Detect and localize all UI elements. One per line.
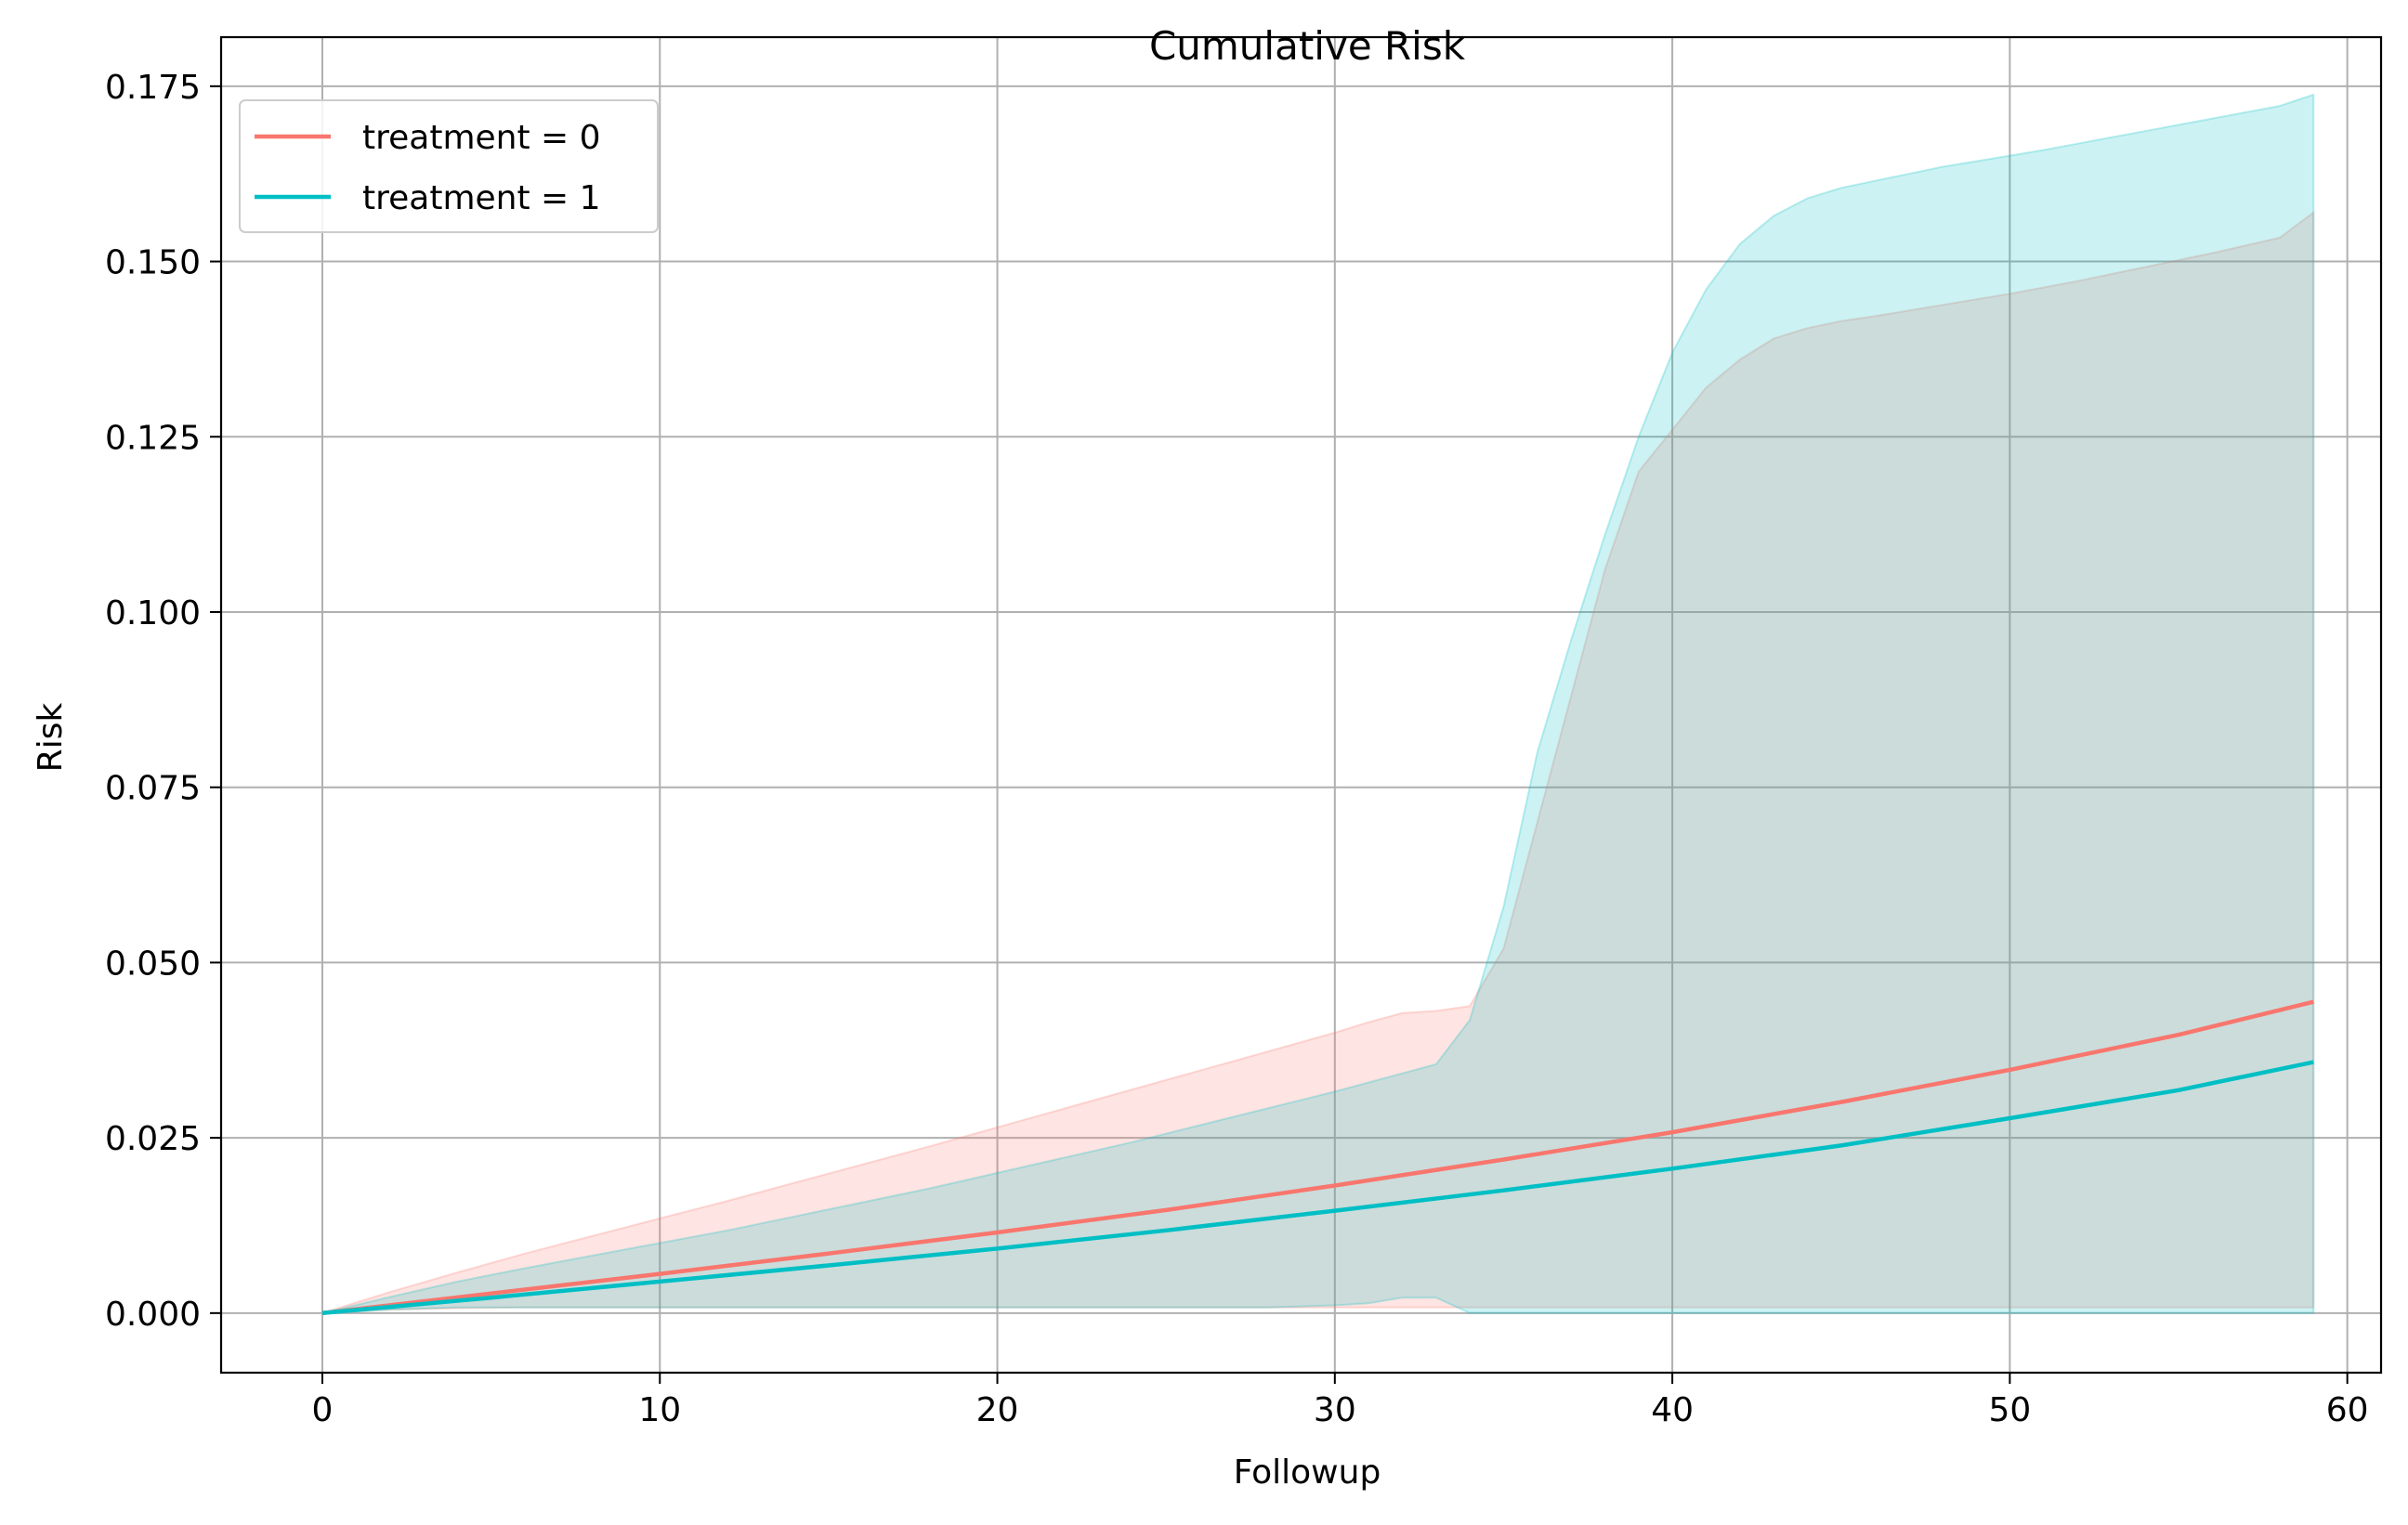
y-axis-ticks: 0.000 0.025 0.050 0.075 0.100 0.125 0.150 0.175 <box>105 69 221 1334</box>
chart-title: Cumulative Risk <box>1149 23 1466 69</box>
y-tick-label: 0.000 <box>105 1296 201 1334</box>
series-line-treatment-0 <box>321 999 2314 1316</box>
y-tick-label: 0.050 <box>105 945 201 983</box>
x-axis-ticks: 0 10 20 30 40 50 60 <box>312 1373 2369 1429</box>
y-tick-label: 0.025 <box>105 1120 201 1158</box>
x-axis-label: Followup <box>1234 1453 1381 1492</box>
confidence-bands <box>321 93 2315 1314</box>
y-axis-label: Risk <box>32 703 70 773</box>
series-line-treatment-1 <box>321 1060 2314 1316</box>
x-tick-label: 0 <box>312 1391 334 1429</box>
legend-label-treatment-1: treatment = 1 <box>362 179 601 217</box>
x-tick-label: 50 <box>1988 1391 2031 1429</box>
y-tick-label: 0.175 <box>105 69 201 107</box>
x-tick-label: 20 <box>976 1391 1019 1429</box>
legend-label-treatment-0: treatment = 0 <box>362 119 601 157</box>
x-tick-label: 30 <box>1314 1391 1356 1429</box>
grid <box>221 37 2381 1373</box>
legend: treatment = 0 treatment = 1 <box>239 99 659 233</box>
confidence-band-treatment-0 <box>321 210 2315 1314</box>
x-tick-label: 10 <box>638 1391 681 1429</box>
legend-box <box>239 99 659 233</box>
x-tick-label: 60 <box>2326 1391 2369 1429</box>
y-tick-label: 0.100 <box>105 594 201 632</box>
confidence-band-treatment-1 <box>321 93 2315 1314</box>
y-tick-label: 0.150 <box>105 244 201 282</box>
x-tick-label: 40 <box>1651 1391 1694 1429</box>
series-lines <box>321 999 2314 1316</box>
y-tick-label: 0.075 <box>105 770 201 808</box>
y-tick-label: 0.125 <box>105 419 201 457</box>
axes-frame <box>219 35 2383 1375</box>
